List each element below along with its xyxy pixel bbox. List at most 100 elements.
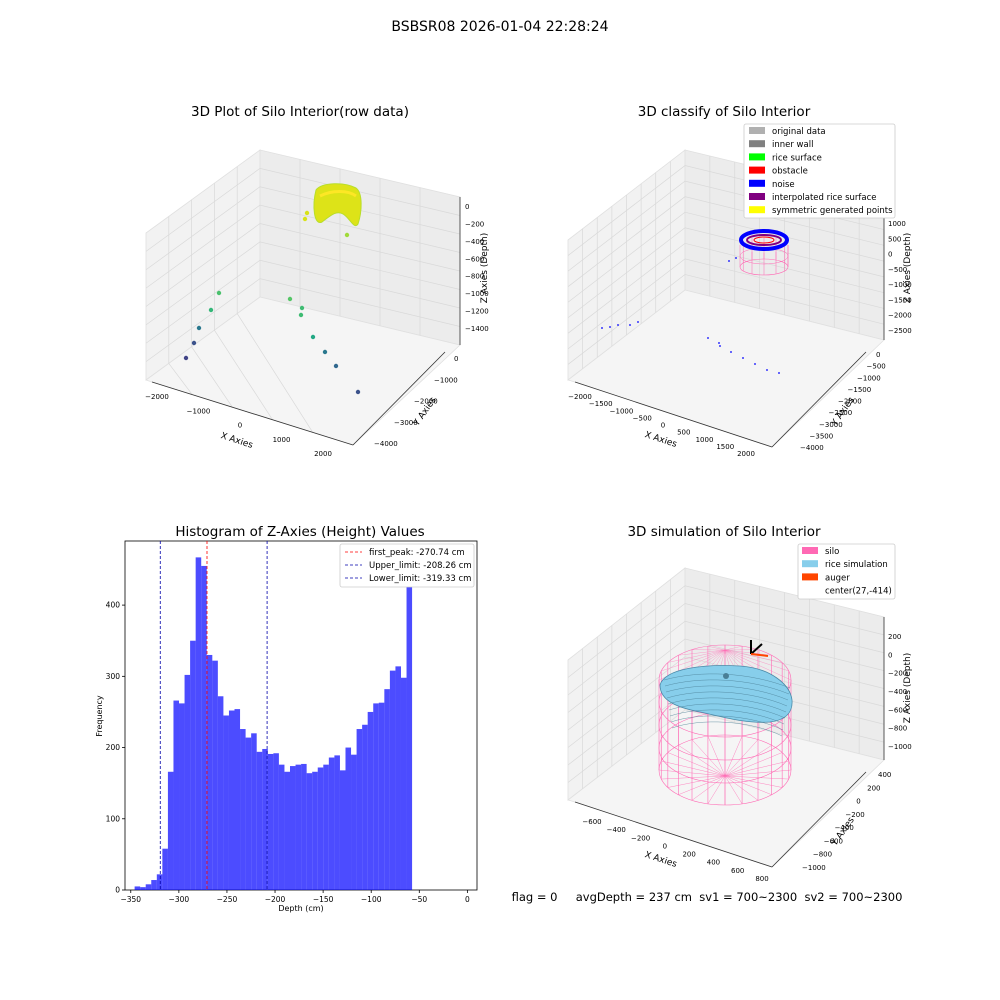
tick-label: −400 [835, 824, 854, 832]
silo-wireframe-line [724, 646, 743, 651]
silo-wireframe-line [724, 775, 772, 795]
tick-label: −3500 [810, 432, 834, 440]
histogram-bar [339, 770, 346, 890]
legend-label: symmetric generated points [772, 206, 893, 216]
silo-wireframe-line [724, 775, 783, 788]
y-tick-label: 200 [106, 743, 121, 752]
rice-surface-mesh [665, 685, 789, 701]
histogram-bar [167, 771, 174, 890]
status-footer: flag = 0 avgDepth = 237 cm sv1 = 700~230… [512, 890, 903, 904]
tick-label: −2000 [414, 398, 438, 406]
subplot-title: 3D simulation of Silo Interior [627, 524, 821, 540]
data-point [191, 340, 197, 346]
legend-label: first_peak: -270.74 cm [369, 548, 465, 558]
tick-label: −1400 [465, 325, 489, 333]
legend-label: interpolated rice surface [772, 193, 877, 203]
tick-label: 2000 [737, 450, 755, 458]
silo-wireframe-line [707, 775, 726, 804]
axis-line [352, 351, 446, 446]
histogram-bar [145, 884, 152, 890]
x-tick-label: 0 [465, 895, 470, 904]
histogram-bar [312, 771, 318, 890]
data-point [216, 290, 222, 296]
histogram-bar [284, 771, 290, 890]
silo-wireframe-line [658, 769, 726, 777]
grid-line [145, 223, 461, 307]
tick-label: −1000 [802, 864, 826, 872]
silo-wireframe-line [707, 646, 726, 651]
histogram-bar [201, 565, 207, 890]
silo-wireframe-line [678, 649, 726, 656]
tick-label: 1000 [696, 436, 714, 444]
rice-surface-mesh [671, 721, 783, 737]
noise-ring [739, 229, 789, 251]
histogram-bar [251, 733, 257, 890]
z-axis-label: Z Axies (Depth) [903, 653, 913, 724]
histogram-bar [295, 764, 302, 890]
legend-swatch [749, 127, 765, 134]
grid-line [145, 167, 461, 252]
histogram-bar [140, 887, 146, 890]
subplot-raw-data: 3D Plot of Silo Interior(row data) −2000… [145, 104, 490, 458]
legend-label: Upper_limit: -208.26 cm [369, 561, 472, 571]
tick-label: −1000 [888, 281, 912, 289]
grid-line [567, 211, 885, 303]
data-point [302, 216, 308, 222]
histogram-bar [151, 880, 157, 890]
silo-wireframe-line [667, 649, 726, 663]
histogram-bar [289, 766, 296, 890]
grid-line [567, 227, 885, 319]
histogram-bar [245, 737, 252, 890]
legend-label: rice simulation [825, 560, 888, 570]
tick-label: −200 [845, 811, 864, 819]
data-point [344, 232, 350, 238]
data-point [287, 296, 293, 302]
legend: silo rice simulation auger center(27,-414) [797, 543, 896, 600]
tick-label: −3000 [819, 421, 843, 429]
x-tick-label: −100 [361, 895, 382, 904]
histogram-bar [223, 715, 229, 890]
x-tick-label: −250 [217, 895, 238, 904]
legend-swatch [749, 179, 765, 187]
data-point [299, 305, 305, 311]
tick-label: 500 [888, 235, 901, 243]
legend-label: silo [825, 547, 839, 557]
grid-line [191, 346, 233, 408]
noise-point [707, 337, 709, 339]
tick-label: −1000 [465, 290, 489, 298]
tick-label: 0 [888, 651, 892, 659]
x-tick-label: −300 [169, 895, 190, 904]
silo-wireframe-line [661, 649, 726, 672]
silo-wireframe-line [661, 760, 726, 777]
x-tick-labels: −2000 −1000 0 1000 2000 [145, 393, 332, 458]
rice-surface-mesh [667, 697, 787, 713]
grid-line [567, 196, 885, 287]
silo-wireframe-line [661, 775, 726, 780]
grid-line [567, 603, 885, 696]
grid-line [567, 274, 885, 365]
y-tick-label: 300 [106, 672, 121, 681]
x-axis-label: Depth (cm) [278, 904, 323, 913]
z-axis-label: Z Axies (Depth) [903, 233, 913, 304]
silo-wireframe-line [691, 739, 726, 777]
axis-line [151, 381, 354, 446]
tick-label: −500 [888, 266, 907, 274]
legend-label: inner wall [772, 140, 813, 150]
histogram-bar [262, 748, 268, 890]
histogram-bar [384, 689, 390, 890]
noise-point [778, 372, 780, 374]
histogram-bar [156, 874, 163, 890]
histogram-bar [190, 640, 196, 890]
subplot-title: Histogram of Z-Axies (Height) Values [175, 524, 424, 540]
legend-label: noise [772, 180, 795, 190]
histogram-bar [389, 670, 396, 890]
tick-label: −1500 [888, 296, 912, 304]
figure-title: BSBSR08 2026-01-04 22:28:24 [391, 19, 608, 35]
silo-wireframe-line [707, 736, 726, 777]
silo-wireframe-line [724, 649, 789, 672]
histogram-bar [256, 751, 263, 890]
tick-label: 1000 [888, 220, 906, 228]
center-marker [723, 673, 729, 679]
tick-label: −500 [633, 414, 652, 422]
